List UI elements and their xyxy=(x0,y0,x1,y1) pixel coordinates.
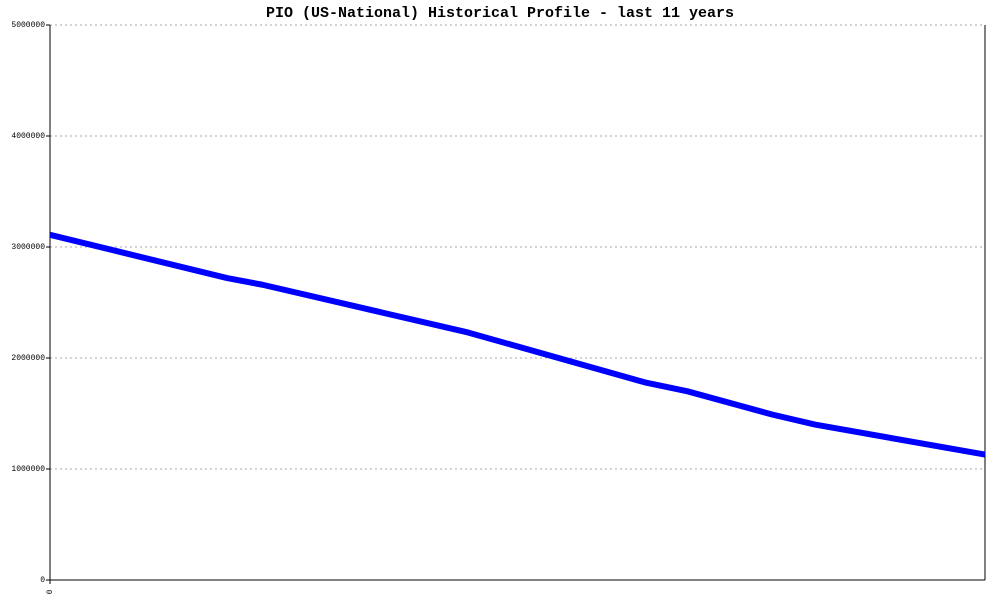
y-tick-label: 3000000 xyxy=(11,243,45,252)
chart-title: PIO (US-National) Historical Profile - l… xyxy=(266,5,734,22)
y-tick-label: 1000000 xyxy=(11,465,45,474)
y-tick-label: 2000000 xyxy=(11,354,45,363)
x-tick-label: 0 xyxy=(46,589,55,594)
y-tick-label: 4000000 xyxy=(11,132,45,141)
y-tick-label: 0 xyxy=(40,576,45,585)
y-tick-label: 5000000 xyxy=(11,21,45,30)
data-line xyxy=(49,231,986,458)
